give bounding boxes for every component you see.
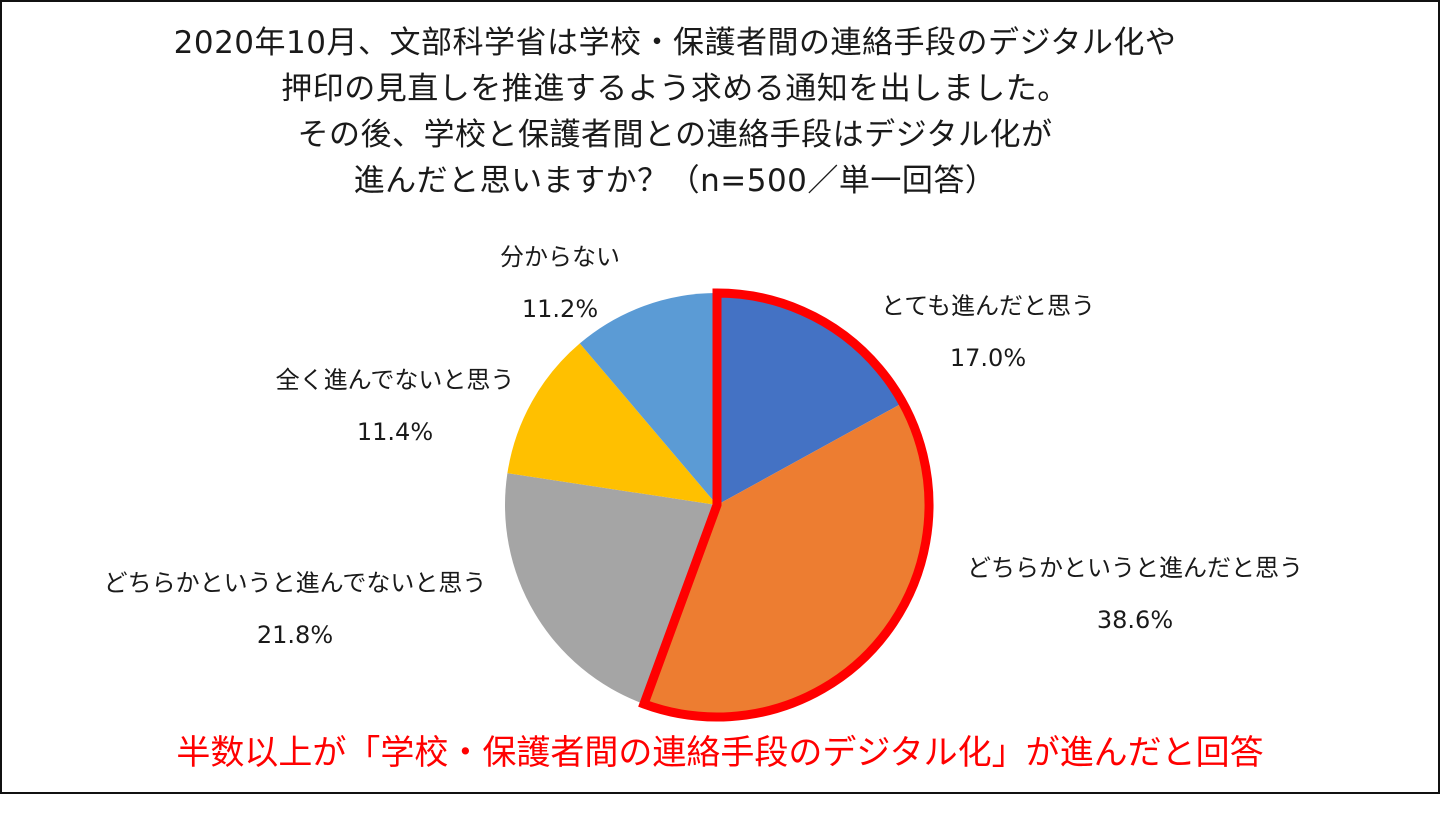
label-somewhat-progressed: どちらかというと進んだと思う 38.6% bbox=[967, 554, 1303, 634]
label-dont-know: 分からない 11.2% bbox=[500, 243, 620, 323]
title-line-2: 押印の見直しを推進するよう求める通知を出しました。 bbox=[281, 71, 1069, 107]
pie-slice bbox=[507, 343, 717, 505]
label-very-progressed: とても進んだと思う 17.0% bbox=[880, 292, 1096, 372]
title-line-3: その後、学校と保護者間との連絡手段はデジタル化が bbox=[297, 117, 1053, 153]
title-line-4: 進んだと思いますか？（n=500／単一回答） bbox=[353, 163, 997, 199]
pie-slice bbox=[643, 402, 929, 718]
pie-slice bbox=[579, 293, 717, 505]
highlight-outline bbox=[638, 288, 934, 722]
label-not-progressed-at-all: 全く進んでないと思う 11.4% bbox=[275, 366, 515, 446]
chart-title: 2020年10月、文部科学省は学校・保護者間の連絡手段のデジタル化や 押印の見直… bbox=[0, 20, 1350, 204]
label-somewhat-not-progressed: どちらかというと進んでないと思う 21.8% bbox=[103, 569, 487, 649]
title-line-1: 2020年10月、文部科学省は学校・保護者間の連絡手段のデジタル化や bbox=[173, 25, 1177, 61]
conclusion-annotation: 半数以上が「学校・保護者間の連絡手段のデジタル化」が進んだと回答 bbox=[176, 733, 1264, 773]
